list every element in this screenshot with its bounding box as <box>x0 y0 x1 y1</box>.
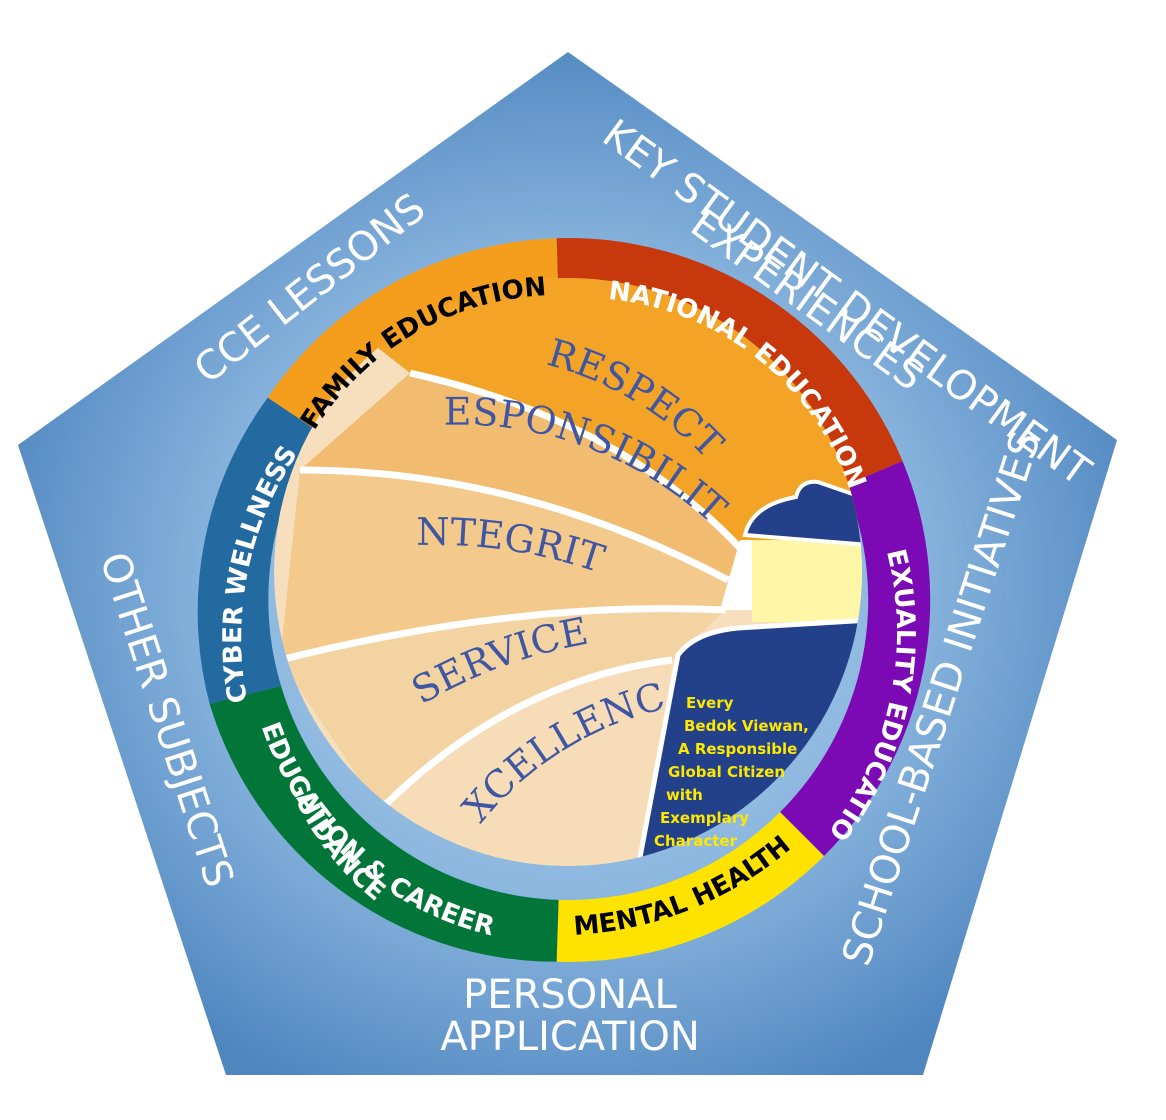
ring-segment-sexuality-education <box>780 461 931 856</box>
motto-line-4: Global Citizen <box>668 763 785 781</box>
motto-line-7: Character <box>654 832 738 850</box>
motto-line-2: Bedok Viewan, <box>684 717 809 735</box>
motto-line-5: with <box>666 786 703 804</box>
motto-line-6: Exemplary <box>660 809 749 827</box>
ring-segment-mental-health <box>556 812 824 962</box>
motto-line-1: Every <box>686 694 734 712</box>
ring-segment-education-career-guidance <box>209 685 559 962</box>
personal-application-label: PERSONAL <box>463 972 677 1018</box>
band-integrity <box>280 470 728 660</box>
lighthouse-top <box>742 479 862 548</box>
lighthouse-light <box>752 540 862 622</box>
band-excellence <box>380 660 672 866</box>
ring-segment-cyber-wellness <box>197 397 320 704</box>
band-service <box>280 608 726 810</box>
personal-application-label-line2: APPLICATION <box>440 1014 700 1060</box>
band-responsibility <box>300 373 740 580</box>
motto-line-3: A Responsible <box>678 740 797 758</box>
